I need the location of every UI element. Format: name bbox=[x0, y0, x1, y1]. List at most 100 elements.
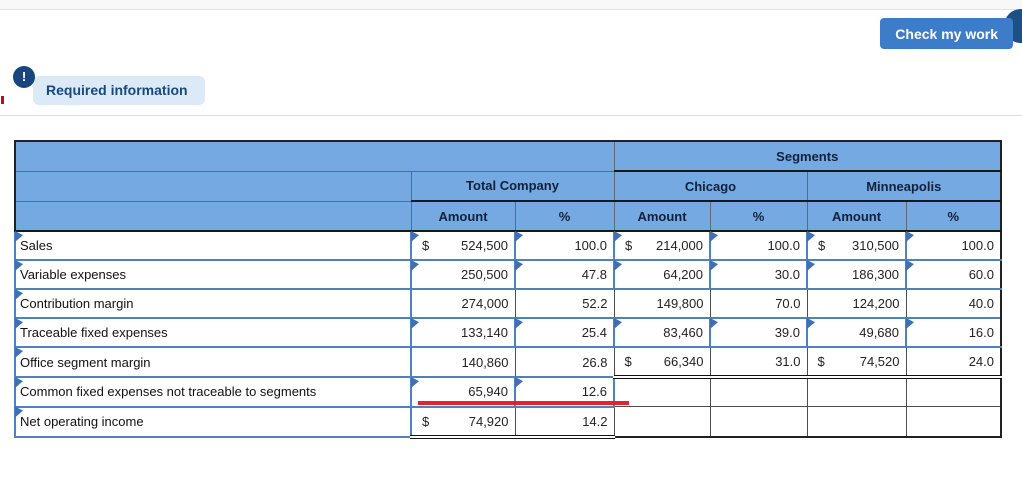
answered-marker-icon bbox=[411, 260, 419, 271]
cell-content: 186,300 bbox=[808, 261, 905, 288]
percent-cell: 31.0 bbox=[709, 346, 808, 379]
dollar-sign: $ bbox=[625, 238, 633, 253]
header-segments: Segments bbox=[613, 140, 1002, 172]
row-label-wrap: Net operating income bbox=[16, 408, 410, 436]
row-label-cell[interactable]: Common fixed expenses not traceable to s… bbox=[14, 376, 412, 408]
cell-value: 524,500 bbox=[461, 238, 508, 253]
row-label-cell[interactable]: Sales bbox=[14, 230, 412, 261]
cell-content: 31.0 bbox=[711, 348, 807, 375]
cell-value: 310,500 bbox=[852, 238, 899, 253]
amount-cell[interactable]: 64,200 bbox=[613, 259, 711, 290]
percent-cell[interactable]: 100.0 bbox=[514, 230, 615, 261]
cell-value: 31.0 bbox=[775, 354, 801, 369]
cell-value: 60.0 bbox=[968, 267, 994, 282]
percent-cell[interactable]: 39.0 bbox=[709, 317, 808, 348]
header-row-segments: Segments bbox=[14, 140, 1002, 172]
header-percent-chicago: % bbox=[709, 200, 808, 232]
percent-cell[interactable]: 30.0 bbox=[709, 259, 808, 290]
answered-marker-icon bbox=[411, 377, 419, 388]
table-row: Office segment margin 140,860 26.8 $66,340 3… bbox=[14, 346, 1002, 379]
cell-value: 83,460 bbox=[663, 325, 703, 340]
cell-content: 60.0 bbox=[907, 261, 1000, 288]
cell-value: 214,000 bbox=[656, 238, 703, 253]
cell-content: 39.0 bbox=[711, 319, 806, 346]
table-row: Net operating income $74,920 14.2 bbox=[14, 405, 1002, 439]
cell-content: 24.0 bbox=[907, 348, 1001, 375]
cell-content: 14.2 bbox=[516, 408, 614, 435]
answered-marker-icon bbox=[411, 231, 419, 242]
answered-marker-icon bbox=[614, 260, 622, 271]
amount-cell[interactable]: 65,940 bbox=[410, 376, 530, 408]
cell-value: 250,500 bbox=[461, 267, 508, 282]
percent-cell[interactable]: 100.0 bbox=[905, 230, 1002, 261]
cell-value: 49,680 bbox=[859, 325, 899, 340]
answered-marker-icon bbox=[515, 377, 523, 388]
row-label-cell[interactable]: Office segment margin bbox=[14, 346, 412, 378]
cell-value: 65,940 bbox=[468, 384, 508, 400]
amount-cell[interactable]: $214,000 bbox=[613, 230, 711, 261]
amount-cell: $74,920 bbox=[410, 406, 516, 439]
answered-marker-icon bbox=[15, 347, 23, 358]
amount-cell[interactable]: 133,140 bbox=[410, 317, 516, 348]
answered-marker-icon bbox=[15, 289, 23, 300]
cell-value: 30.0 bbox=[774, 267, 800, 282]
amount-cell[interactable]: 250,500 bbox=[410, 259, 516, 290]
header-percent-minneapolis: % bbox=[905, 200, 1002, 232]
answered-marker-icon bbox=[614, 318, 622, 329]
percent-cell bbox=[905, 406, 1002, 438]
percent-cell[interactable]: 60.0 bbox=[905, 259, 1002, 290]
dollar-sign: $ bbox=[422, 238, 430, 253]
amount-cell[interactable]: 49,680 bbox=[806, 317, 907, 348]
cell-value: 39.0 bbox=[774, 325, 800, 340]
percent-cell[interactable]: 12.6 bbox=[514, 376, 629, 408]
cell-value: 52.2 bbox=[582, 296, 608, 311]
cell-content bbox=[907, 407, 1001, 436]
cell-value: 100.0 bbox=[961, 238, 994, 253]
cell-content bbox=[808, 407, 906, 436]
cell-value: 64,200 bbox=[663, 267, 703, 282]
clipped-red-mark bbox=[1, 96, 4, 104]
amount-cell[interactable]: $310,500 bbox=[806, 230, 907, 261]
cell-content: 16.0 bbox=[907, 319, 1000, 346]
cell-content: $524,500 bbox=[412, 232, 514, 259]
answered-marker-icon bbox=[710, 318, 718, 329]
row-label-wrap: Sales bbox=[16, 232, 410, 259]
percent-cell[interactable]: 47.8 bbox=[514, 259, 615, 290]
cell-value: 47.8 bbox=[581, 267, 607, 282]
check-my-work-button[interactable]: Check my work bbox=[880, 18, 1013, 49]
percent-cell: 40.0 bbox=[905, 288, 1002, 319]
answered-marker-icon bbox=[710, 260, 718, 271]
row-label: Sales bbox=[20, 238, 53, 253]
header-total-company: Total Company bbox=[410, 170, 615, 202]
amount-cell[interactable]: $524,500 bbox=[410, 230, 516, 261]
row-label-cell[interactable]: Contribution margin bbox=[14, 288, 412, 319]
cell-content: 65,940 bbox=[412, 378, 514, 406]
amount-cell[interactable]: 186,300 bbox=[806, 259, 907, 290]
percent-cell[interactable]: 100.0 bbox=[709, 230, 808, 261]
dollar-sign: $ bbox=[818, 238, 826, 253]
cell-content: 12.6 bbox=[516, 378, 613, 406]
row-label: Net operating income bbox=[20, 414, 144, 429]
row-label-cell[interactable]: Traceable fixed expenses bbox=[14, 317, 412, 348]
percent-cell[interactable]: 25.4 bbox=[514, 317, 615, 348]
cell-content: $310,500 bbox=[808, 232, 905, 259]
row-label-cell[interactable]: Net operating income bbox=[14, 405, 412, 438]
cell-value: 24.0 bbox=[968, 354, 994, 369]
amount-cell[interactable]: 83,460 bbox=[613, 317, 711, 348]
percent-cell: 24.0 bbox=[905, 346, 1002, 379]
answered-marker-icon bbox=[906, 260, 914, 271]
row-label-cell[interactable]: Variable expenses bbox=[14, 259, 412, 290]
header-amount-chicago: Amount bbox=[613, 200, 711, 232]
row-label: Common fixed expenses not traceable to s… bbox=[20, 384, 317, 400]
cell-content bbox=[615, 379, 710, 406]
answered-marker-icon bbox=[15, 231, 23, 242]
cell-content: 133,140 bbox=[412, 319, 514, 346]
percent-cell[interactable]: 16.0 bbox=[905, 317, 1002, 348]
cell-content: 124,200 bbox=[808, 290, 906, 317]
cell-value: 74,520 bbox=[859, 354, 900, 369]
header-row-groups: Total Company Chicago Minneapolis bbox=[14, 170, 1002, 202]
cell-content bbox=[808, 379, 906, 406]
cell-content: $74,520 bbox=[808, 348, 906, 375]
segmented-income-statement-table: Segments Total Company Chicago Minneapol… bbox=[14, 140, 1002, 439]
cell-value: 40.0 bbox=[968, 296, 994, 311]
